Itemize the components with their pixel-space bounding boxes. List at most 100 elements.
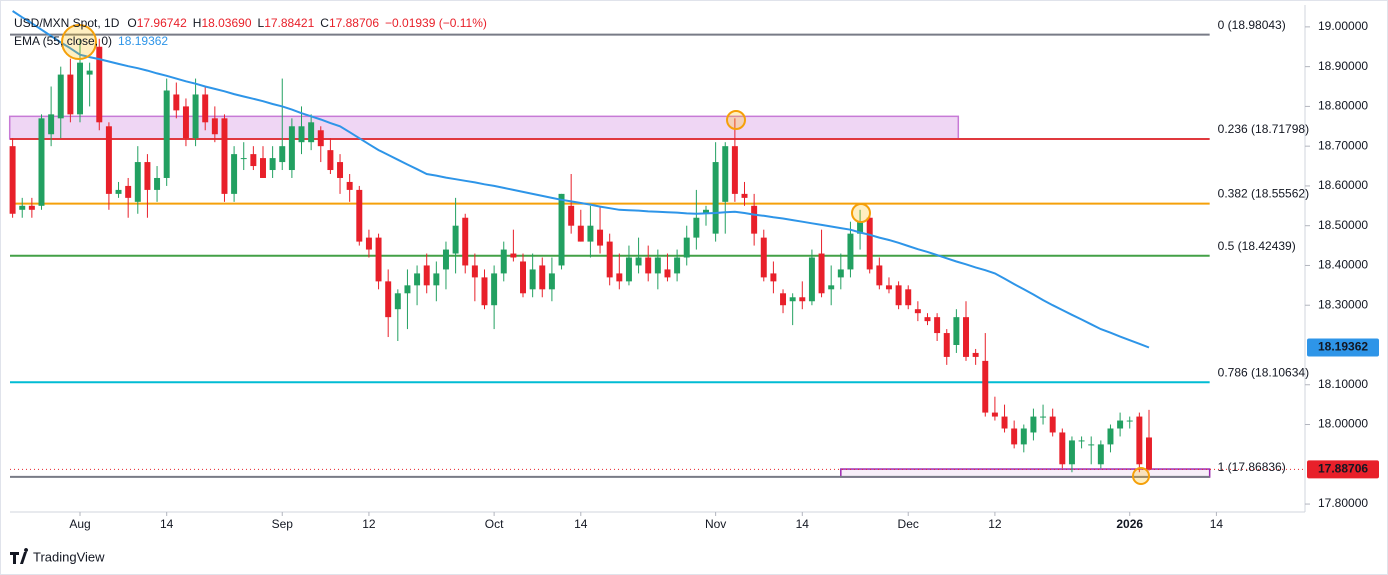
candle-body bbox=[876, 265, 883, 286]
ohlc-value: 17.88421 bbox=[264, 16, 314, 30]
candle-body bbox=[972, 352, 979, 357]
candle-body bbox=[433, 273, 440, 286]
y-tick-label: 18.50000 bbox=[1318, 218, 1368, 232]
candle-body bbox=[722, 146, 729, 202]
highlight-circles bbox=[61, 24, 1150, 485]
candle-body bbox=[462, 217, 469, 266]
candle-body bbox=[211, 118, 218, 135]
candle-body bbox=[28, 205, 35, 210]
candle-body bbox=[780, 293, 787, 306]
candle-body bbox=[1011, 428, 1018, 445]
candle-body bbox=[221, 118, 228, 194]
candle-body bbox=[866, 217, 873, 270]
candle-body bbox=[558, 193, 565, 266]
candle-body bbox=[1030, 416, 1037, 433]
x-tick-label: Aug bbox=[69, 517, 90, 531]
x-tick-label: 14 bbox=[160, 517, 174, 531]
brand-name: TradingView bbox=[33, 549, 105, 564]
fib-label: 0.236 (18.71798) bbox=[1218, 122, 1309, 136]
candle-body bbox=[1020, 428, 1027, 445]
candle-body bbox=[38, 118, 45, 206]
candle-body bbox=[337, 162, 344, 178]
candle-body bbox=[1097, 444, 1104, 465]
candle-body bbox=[481, 277, 488, 306]
candle-body bbox=[250, 154, 257, 167]
candle-body bbox=[548, 273, 555, 290]
candle-body bbox=[1078, 440, 1085, 442]
candle-body bbox=[1107, 428, 1114, 445]
candle-body bbox=[568, 205, 575, 226]
y-tick-label: 18.30000 bbox=[1318, 297, 1368, 311]
candle-body bbox=[857, 221, 864, 234]
candle-body bbox=[731, 146, 738, 194]
candle-body bbox=[394, 293, 401, 310]
candle-body bbox=[1146, 437, 1152, 470]
ohlc-key: C bbox=[320, 16, 329, 30]
candle-body bbox=[1068, 440, 1075, 465]
candle-body bbox=[134, 162, 141, 202]
candle-body bbox=[943, 333, 950, 357]
y-tick-label: 18.00000 bbox=[1318, 417, 1368, 431]
candle-body bbox=[356, 189, 363, 242]
candle-body bbox=[914, 309, 921, 314]
candle-body bbox=[48, 114, 55, 135]
candle-body bbox=[1136, 416, 1143, 465]
candle-body bbox=[308, 122, 315, 143]
ema-line bbox=[12, 10, 1150, 349]
candle-body bbox=[288, 126, 295, 171]
fib-label: 0.5 (18.42439) bbox=[1218, 239, 1296, 253]
ohlc-value: 17.96742 bbox=[137, 16, 187, 30]
fib-label: 1 (17.86836) bbox=[1218, 460, 1286, 474]
fib-levels: 0 (18.98043) 0.236 (18.71798) 0.382 (18.55… bbox=[10, 18, 1309, 478]
candle-body bbox=[683, 237, 690, 258]
fib-label: 0.382 (18.55562) bbox=[1218, 187, 1309, 201]
candle-body bbox=[125, 185, 132, 198]
candle-body bbox=[808, 257, 815, 302]
x-tick-label: 14 bbox=[574, 517, 588, 531]
candle-body bbox=[202, 94, 209, 123]
candle-body bbox=[799, 297, 806, 302]
candle-body bbox=[606, 241, 613, 278]
last-price-label: 17.88706 bbox=[1318, 462, 1368, 476]
candle-body bbox=[905, 289, 912, 306]
candle-body bbox=[86, 70, 93, 75]
candle-body bbox=[57, 74, 64, 119]
candle-body bbox=[96, 46, 103, 123]
candle-body bbox=[712, 162, 719, 234]
y-tick-label: 18.90000 bbox=[1318, 59, 1368, 73]
y-tick-label: 18.80000 bbox=[1318, 99, 1368, 113]
x-tick-label: 14 bbox=[796, 517, 810, 531]
candle-body bbox=[539, 265, 546, 290]
candle-body bbox=[452, 225, 459, 254]
candle-body bbox=[953, 317, 960, 345]
fib-label: 0 (18.98043) bbox=[1218, 18, 1286, 32]
candle-body bbox=[991, 412, 998, 417]
candle-body bbox=[1049, 416, 1056, 433]
ohlc-value: 18.03690 bbox=[201, 16, 251, 30]
candle-body bbox=[1001, 416, 1008, 429]
candle-body bbox=[442, 249, 449, 270]
candle-body bbox=[625, 257, 632, 282]
highlight-circle bbox=[1132, 467, 1150, 485]
y-tick-label: 17.80000 bbox=[1318, 496, 1368, 510]
candle-body bbox=[635, 257, 642, 266]
candle-body bbox=[144, 162, 151, 190]
candle-body bbox=[597, 229, 604, 246]
candle-body bbox=[192, 94, 199, 139]
candle-body bbox=[616, 273, 623, 282]
candle-body bbox=[674, 257, 681, 274]
candle-body bbox=[279, 146, 286, 163]
candle-body bbox=[269, 158, 276, 171]
legend: USD/MXN Spot, 1D O17.96742 H18.03690 L17.88… bbox=[14, 16, 487, 48]
brand-logo bbox=[10, 548, 29, 564]
candle-body bbox=[1117, 420, 1124, 429]
candle-body bbox=[1059, 432, 1066, 465]
last-price-box bbox=[1307, 460, 1379, 479]
ema-price-label: 18.19362 bbox=[1318, 340, 1368, 354]
brand: TradingView bbox=[10, 548, 105, 564]
candle-body bbox=[423, 265, 430, 286]
highlight-circle bbox=[851, 203, 871, 223]
highlight-circle bbox=[61, 24, 97, 60]
candle-body bbox=[789, 297, 796, 302]
